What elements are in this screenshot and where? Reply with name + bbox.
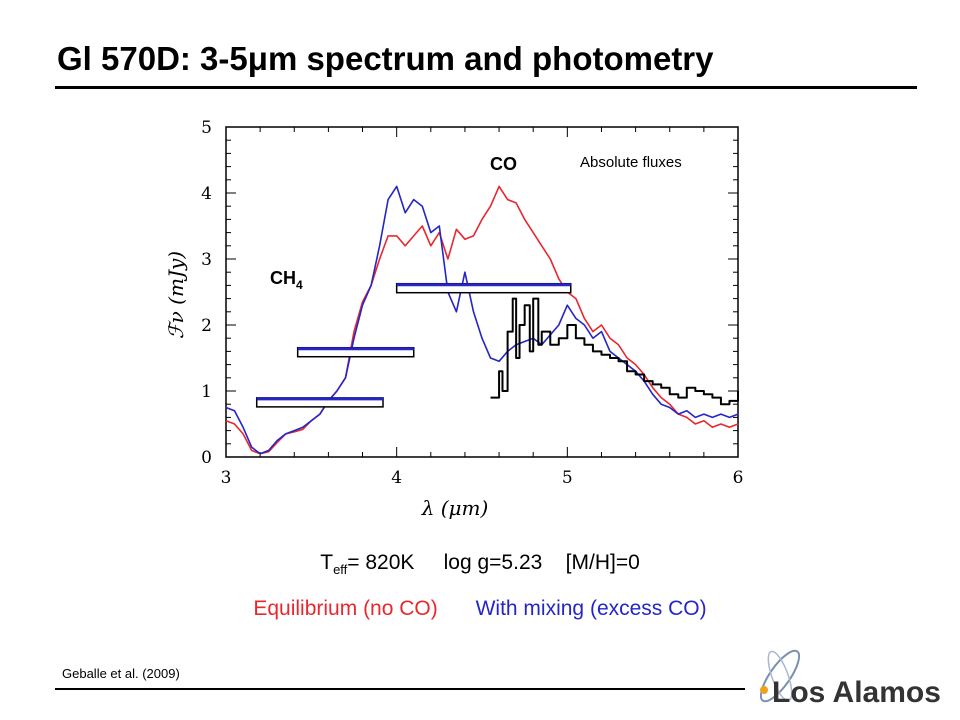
y-axis-label: ℱν (mJy) [164, 251, 188, 339]
x-tick-label: 3 [221, 468, 232, 488]
y-tick-label: 0 [201, 448, 212, 468]
footer-rule [55, 688, 745, 690]
series-mixing [225, 185, 739, 455]
model-legend: Equilibrium (no CO) With mixing (excess … [0, 597, 960, 621]
y-tick-labels: 0 1 2 3 4 5 [201, 118, 212, 468]
y-tick-label: 4 [201, 184, 212, 204]
citation: Geballe et al. (2009) [62, 666, 180, 681]
series-lines [225, 185, 739, 455]
slide-title: Gl 570D: 3-5μm spectrum and photometry [57, 40, 714, 77]
x-tick-label: 6 [733, 468, 744, 488]
model-parameters: Teff= 820K log g=5.23 [M/H]=0 [0, 551, 960, 577]
legend-equilibrium: Equilibrium (no CO) [253, 597, 438, 620]
ch4-label: CH [270, 268, 296, 288]
co-annotation: CO [490, 154, 517, 174]
series-observed [490, 297, 739, 406]
y-tick-label: 3 [201, 250, 212, 270]
x-tick-label: 4 [391, 468, 402, 488]
logg-value: log g=5.23 [443, 551, 543, 574]
photometry-bars [255, 282, 572, 408]
los-alamos-logo: Los Alamos [759, 649, 941, 709]
x-axis-label: λ (μm) [421, 496, 489, 520]
logo-text: Los Alamos [772, 676, 941, 709]
axis-ticks [225, 126, 739, 458]
ch4-subscript: 4 [296, 278, 303, 292]
series-equilibrium [225, 185, 739, 455]
x-tick-labels: 3 4 5 6 [221, 468, 744, 488]
x-tick-label: 5 [562, 468, 573, 488]
plot-frame [225, 126, 739, 458]
y-tick-label: 5 [201, 118, 212, 138]
atom-orbits-icon [759, 649, 801, 703]
teff-value: = 820K [347, 551, 415, 574]
legend-mixing: With mixing (excess CO) [475, 597, 707, 620]
title-underline [55, 86, 917, 89]
metallicity-value: [M/H]=0 [565, 551, 640, 574]
teff-subscript: eff [333, 562, 348, 578]
teff-symbol: T [320, 551, 334, 574]
y-tick-label: 2 [201, 316, 212, 336]
ch4-annotation: CH4 [270, 268, 303, 292]
y-tick-label: 1 [201, 382, 212, 402]
absolute-fluxes-annotation: Absolute fluxes [580, 154, 682, 171]
